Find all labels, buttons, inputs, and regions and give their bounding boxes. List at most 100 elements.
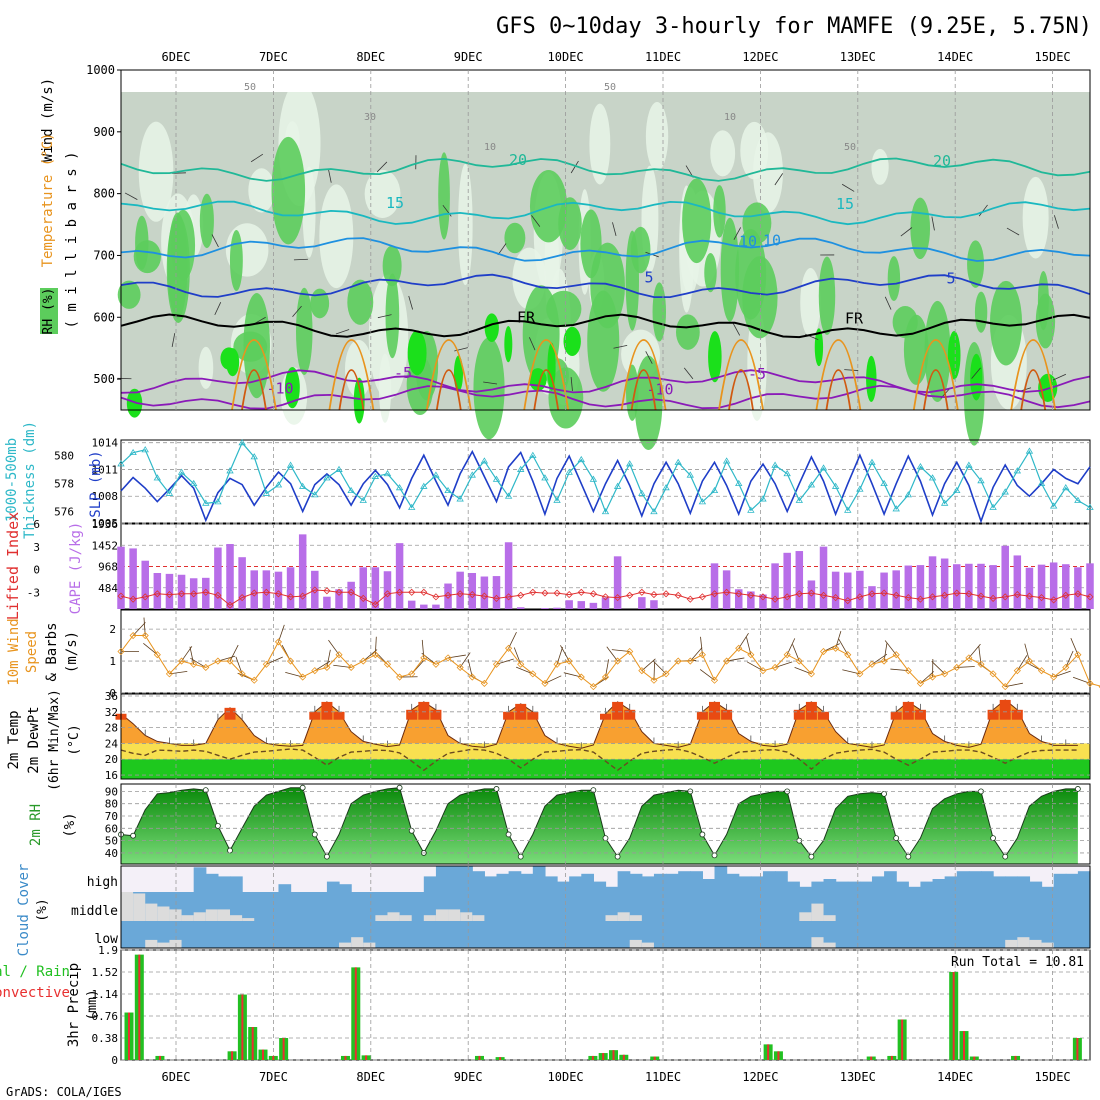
pressure-tick-label: 500 <box>93 372 115 386</box>
cloud-middle-bar <box>714 892 728 921</box>
precip-units-label: (mm) <box>85 989 100 1020</box>
cloud-high-bar <box>920 881 934 892</box>
cloud-gap-low <box>811 937 825 948</box>
cape-bar <box>771 563 779 609</box>
cloud-low-bar <box>1065 921 1079 948</box>
rh-point <box>493 786 500 792</box>
cloud-high-bar <box>871 876 885 892</box>
wind-speed-point <box>238 670 246 678</box>
wind-speed-point <box>710 676 719 684</box>
cape-bar <box>965 563 973 609</box>
temp-hot-fill <box>224 707 236 720</box>
cape-bar <box>601 597 610 609</box>
rh-tick-label: 80 <box>105 798 118 811</box>
cloud-low-bar <box>993 921 1006 948</box>
rh-moist-area <box>735 228 767 320</box>
wind-speed-point <box>214 657 222 665</box>
thickness-point <box>747 506 755 513</box>
rh-point <box>202 787 209 794</box>
cloud-low-bar <box>980 921 994 948</box>
wind-speed-point <box>650 676 658 684</box>
wind-speed-point <box>1025 657 1034 665</box>
cloud-middle-bar <box>787 892 800 921</box>
precip-total-rain-label: Total / Rain <box>0 964 70 980</box>
hot-isotherm <box>241 369 267 411</box>
cloud-high-bar <box>1077 871 1091 892</box>
lifted-index-tick-label: -3 <box>27 586 40 599</box>
cape-bar <box>977 563 985 609</box>
temp-tick-label: 16 <box>105 769 118 782</box>
rh-moist-area <box>910 197 931 260</box>
cloud-high-bar <box>835 881 849 892</box>
cloud-high-bar <box>1005 876 1018 892</box>
wind-barb-10m <box>884 640 897 655</box>
cloud-low-bar <box>339 921 352 948</box>
wind-speed-point <box>674 657 682 665</box>
lifted-index-point <box>650 591 658 599</box>
wind-barb <box>570 377 573 392</box>
cloud-low-bar <box>1053 921 1067 948</box>
cloud-high-bar <box>738 876 752 892</box>
cloud-high-bar <box>629 873 643 892</box>
cloud-high-bar <box>690 871 703 892</box>
wind-barb-10m <box>563 672 582 678</box>
cloud-middle-bar <box>605 892 619 921</box>
lifted-index-point <box>383 590 392 598</box>
precip-convective-bar <box>952 972 955 1060</box>
cloud-low-bar <box>557 921 570 948</box>
wind-speed-point <box>359 657 367 665</box>
cape-bar <box>1062 564 1070 609</box>
wind-barb <box>211 234 219 248</box>
lifted-index-point <box>250 589 258 597</box>
cloud-middle-bar <box>690 892 703 921</box>
thickness-point <box>444 486 452 494</box>
cape-tick-label: 484 <box>98 582 118 595</box>
temp-hot-fill <box>612 701 624 720</box>
lifted-index-point <box>710 590 719 598</box>
wind-speed-point <box>856 670 864 678</box>
thickness-point <box>601 507 610 515</box>
slp-tick-label: 1014 <box>92 437 119 450</box>
wind-barb-10m <box>467 659 473 678</box>
thickness-point <box>202 499 210 506</box>
wind-speed-point <box>396 673 404 681</box>
wind-speed-point <box>202 663 210 672</box>
cape-bar <box>843 572 852 609</box>
wind-barb-10m <box>556 647 563 665</box>
cape-bar <box>444 583 452 609</box>
rh-top-band <box>121 70 1090 92</box>
cloud-low-bar <box>484 921 498 948</box>
minmax-axis-label: (6hr Min/Max) <box>47 689 62 791</box>
thickness-axis-label-units: Thickness (dm) <box>22 421 38 539</box>
wind-barb-10m <box>747 661 764 672</box>
lifted-index-point <box>686 595 694 603</box>
rh-saturated-area <box>407 330 427 376</box>
rh-contour-label: 10 <box>724 112 736 123</box>
top-date-label: 6DEC <box>162 50 191 64</box>
rh-moist-area <box>558 197 582 251</box>
cloud-middle-bar <box>871 892 885 921</box>
thickness-point <box>165 489 174 496</box>
cape-bar <box>953 564 961 609</box>
rh-tick-label: 50 <box>105 835 118 848</box>
thickness-point <box>395 484 404 491</box>
precip-convective-bar <box>602 1053 605 1060</box>
lifted-index-point <box>1062 591 1070 599</box>
cloud-gap-middle <box>472 915 485 921</box>
cloud-middle-bar <box>762 892 776 921</box>
thickness-tick-label: 576 <box>54 506 74 519</box>
precip-convective-bar <box>962 1031 965 1060</box>
cloud-low-bar <box>314 921 328 948</box>
pressure-axis-label: ( m i l l i b a r s ) <box>64 151 80 328</box>
wind-speed-point <box>771 663 779 672</box>
lifted-index-point <box>1050 596 1058 604</box>
cloud-low-bar <box>121 921 134 948</box>
wind-speed-point <box>747 651 755 659</box>
cape-tick-label: 1452 <box>92 539 119 552</box>
wind-barb-10m <box>653 660 667 675</box>
thickness-point <box>577 455 585 463</box>
wind-speed-point <box>977 660 985 668</box>
cape-bar <box>468 572 477 609</box>
wind-barb-10m <box>1053 670 1071 678</box>
lifted-index-point <box>359 594 367 602</box>
